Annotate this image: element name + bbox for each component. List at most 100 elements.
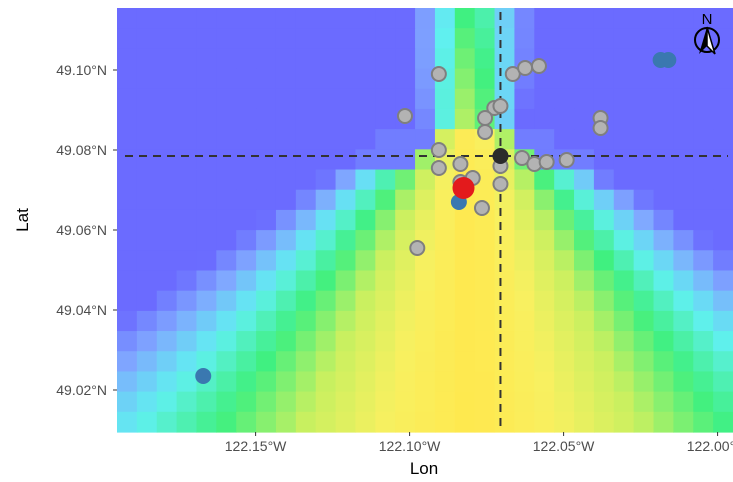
heat-cell: [275, 169, 297, 191]
heat-cell: [315, 270, 337, 292]
heat-cell: [434, 290, 456, 312]
heat-cell: [275, 48, 297, 70]
heat-cell: [275, 129, 297, 150]
heat-cell: [156, 411, 178, 433]
heat-cell: [633, 108, 655, 130]
heat-cell: [176, 149, 198, 171]
heat-cell: [216, 351, 237, 373]
y-tick-label: 49.02°N: [56, 382, 107, 398]
heat-cell: [534, 8, 555, 29]
heat-cell: [275, 290, 297, 312]
heat-cell: [375, 129, 396, 150]
heatmap-layer: [117, 8, 733, 433]
heat-cell: [693, 250, 714, 272]
heat-cell: [713, 230, 733, 251]
heat-cell: [216, 371, 237, 393]
heat-cell: [434, 331, 456, 352]
heat-cell: [693, 88, 714, 110]
heat-cell: [514, 88, 535, 110]
heat-cell: [673, 351, 694, 373]
heat-cell: [355, 290, 376, 312]
heat-cell: [236, 250, 257, 272]
heat-cell: [494, 290, 516, 312]
heat-cell: [713, 108, 733, 130]
heat-cell: [454, 371, 476, 393]
heat-cell: [514, 411, 535, 433]
heat-cell: [633, 8, 655, 29]
heat-cell: [593, 391, 615, 413]
heat-cell: [275, 68, 297, 90]
heat-cell: [196, 48, 217, 70]
heat-cell: [236, 290, 257, 312]
heat-cell: [117, 108, 138, 130]
heat-cell: [554, 48, 575, 70]
heat-cell: [454, 270, 476, 292]
heat-cell: [454, 8, 476, 29]
heat-cell: [395, 391, 416, 413]
heat-cell: [275, 189, 297, 211]
heat-cell: [593, 270, 615, 292]
heat-cell: [117, 88, 138, 110]
heat-cell: [633, 189, 655, 211]
heat-cell: [395, 48, 416, 70]
heat-cell: [335, 209, 357, 231]
heat-cell: [295, 230, 317, 251]
heat-cell: [454, 88, 476, 110]
heat-cell: [236, 88, 257, 110]
heat-cell: [156, 209, 178, 231]
heat-cell: [156, 270, 178, 292]
heat-cell: [613, 189, 635, 211]
heat-cell: [554, 28, 575, 49]
heat-cell: [434, 371, 456, 393]
heat-cell: [534, 250, 555, 272]
heat-cell: [613, 351, 635, 373]
heat-cell: [295, 48, 317, 70]
heat-cell: [415, 169, 436, 191]
heat-cell: [593, 88, 615, 110]
heat-cell: [415, 8, 436, 29]
heat-cell: [275, 351, 297, 373]
heat-cell: [554, 8, 575, 29]
heat-cell: [216, 230, 237, 251]
heat-cell: [415, 331, 436, 352]
heat-cell: [713, 189, 733, 211]
heat-cell: [375, 88, 396, 110]
heat-cell: [275, 371, 297, 393]
x-tick-label: 122.15°W: [225, 438, 287, 454]
gray-point: [592, 120, 609, 136]
gray-point: [558, 152, 575, 168]
heat-cell: [176, 28, 198, 49]
heat-cell: [653, 331, 674, 352]
heat-cell: [514, 129, 535, 150]
heat-cell: [534, 290, 555, 312]
heat-cell: [574, 8, 595, 29]
heat-cell: [117, 310, 138, 332]
heat-cell: [295, 391, 317, 413]
heat-cell: [593, 169, 615, 191]
heat-cell: [395, 189, 416, 211]
heat-cell: [474, 310, 496, 332]
heat-cell: [295, 129, 317, 150]
heat-cell: [295, 209, 317, 231]
heat-cell: [574, 209, 595, 231]
heat-cell: [335, 88, 357, 110]
heat-cell: [375, 250, 396, 272]
heat-cell: [295, 189, 317, 211]
heat-cell: [673, 270, 694, 292]
heat-cell: [117, 8, 138, 29]
heat-cell: [395, 149, 416, 171]
heat-cell: [216, 108, 237, 130]
heat-cell: [196, 331, 217, 352]
heat-cell: [256, 8, 277, 29]
heat-cell: [494, 230, 516, 251]
center-point: [492, 148, 509, 164]
y-tick-label: 49.06°N: [56, 222, 107, 238]
heat-cell: [693, 8, 714, 29]
heat-cell: [117, 331, 138, 352]
heat-cell: [534, 270, 555, 292]
heat-cell: [613, 68, 635, 90]
heat-cell: [633, 28, 655, 49]
heat-cell: [395, 411, 416, 433]
heat-cell: [136, 149, 158, 171]
y-tick-label: 49.04°N: [56, 302, 107, 318]
